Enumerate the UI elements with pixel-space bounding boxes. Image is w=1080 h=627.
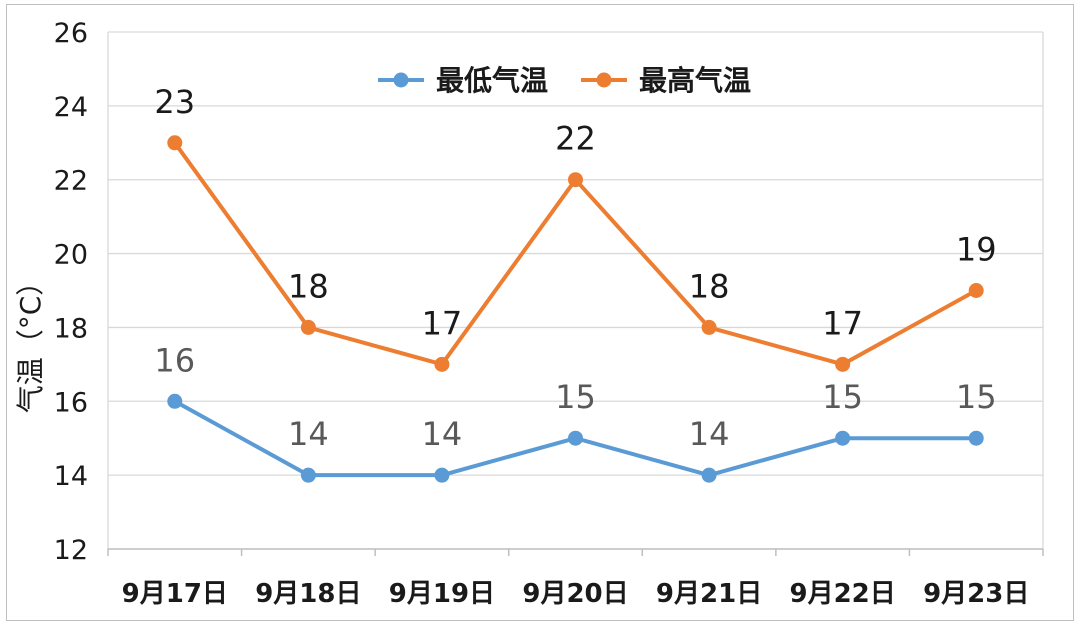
legend-label: 最高气温 (639, 64, 751, 97)
x-tick-label: 9月21日 (656, 579, 762, 609)
data-point (568, 172, 583, 188)
data-label: 15 (956, 378, 997, 416)
y-tick-label: 22 (54, 166, 88, 197)
data-label: 14 (288, 415, 329, 453)
chart-frame (6, 4, 1074, 621)
data-label: 15 (822, 378, 863, 416)
y-tick-label: 16 (54, 387, 88, 418)
axes (107, 32, 1044, 556)
x-tick-labels: 9月17日 9月18日 9月19日 9月20日 9月21日 9月22日 9月23日 (122, 579, 1030, 609)
x-tick-label: 9月22日 (790, 579, 896, 609)
data-label: 14 (422, 415, 463, 453)
data-label: 22 (555, 120, 596, 158)
series-group: 16 14 14 15 14 15 15 23 18 17 22 18 17 19 (154, 83, 997, 483)
data-label: 14 (689, 415, 730, 453)
data-label: 23 (154, 83, 195, 121)
data-point (835, 430, 851, 446)
data-point (300, 319, 316, 335)
data-point (968, 283, 984, 298)
data-label: 19 (956, 231, 997, 269)
data-label: 16 (154, 341, 195, 379)
data-label: 18 (288, 267, 329, 305)
data-point (701, 319, 717, 335)
data-point (434, 356, 450, 372)
x-tick-label: 9月23日 (923, 579, 1029, 609)
data-point (167, 393, 183, 409)
x-tick-label: 9月17日 (122, 579, 228, 609)
data-point (167, 135, 183, 151)
legend-marker (596, 72, 612, 88)
data-point (300, 467, 316, 483)
y-axis-label: 气温（°C） (14, 268, 47, 414)
data-point (434, 467, 450, 483)
legend-marker (393, 72, 409, 88)
x-tick-label: 9月20日 (522, 579, 628, 609)
data-point (968, 430, 984, 446)
data-point (701, 467, 717, 483)
data-label: 17 (422, 304, 463, 342)
y-tick-label: 18 (54, 313, 88, 344)
y-tick-label: 26 (54, 18, 88, 49)
data-point (835, 356, 851, 372)
y-tick-label: 20 (54, 240, 88, 271)
data-point (568, 430, 583, 446)
x-tick-label: 9月18日 (255, 579, 361, 609)
y-tick-label: 24 (54, 92, 88, 123)
legend: 最低气温 最高气温 (378, 64, 751, 97)
y-tick-label: 12 (54, 535, 88, 566)
gridlines (108, 31, 1043, 550)
legend-label: 最低气温 (436, 64, 548, 97)
data-label: 17 (822, 304, 863, 342)
x-tick-label: 9月19日 (389, 579, 495, 609)
y-tick-label: 14 (54, 461, 88, 492)
data-label: 15 (555, 378, 596, 416)
y-tick-labels: 12 14 16 18 20 22 24 26 (54, 18, 88, 566)
data-label: 18 (689, 267, 730, 305)
